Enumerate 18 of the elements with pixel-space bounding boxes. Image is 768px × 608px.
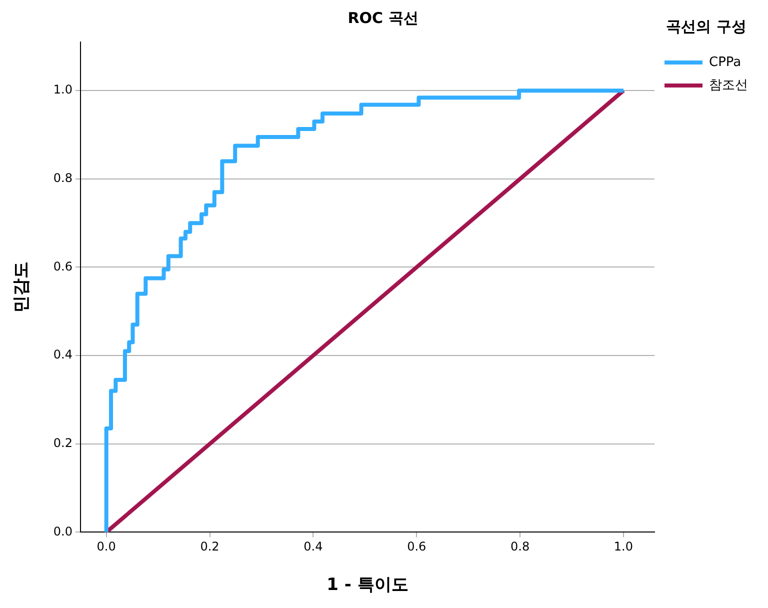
legend-label: 참조선 <box>709 78 748 93</box>
x-tick-label: 0.4 <box>304 540 323 554</box>
x-axis-title: 1 - 특이도 <box>326 575 408 596</box>
x-tick-label: 1.0 <box>614 540 634 554</box>
x-tick-label: 0.8 <box>510 540 530 554</box>
legend-title: 곡선의 구성 <box>666 17 746 36</box>
legend-label: CPPa <box>709 54 742 70</box>
x-tick-label: 0.6 <box>407 540 426 554</box>
y-tick-label: 0.4 <box>53 348 72 362</box>
y-tick-label: 0.2 <box>53 436 72 450</box>
chart-title: ROC 곡선 <box>348 8 418 27</box>
y-axis-title: 민감도 <box>12 262 32 313</box>
y-tick-label: 1.0 <box>53 82 72 97</box>
y-tick-label: 0.6 <box>53 259 72 274</box>
x-tick-label: 0.2 <box>200 540 220 554</box>
y-tick-label: 0.0 <box>53 524 72 538</box>
y-tick-label: 0.8 <box>53 171 72 186</box>
x-tick-label: 0.0 <box>96 540 116 554</box>
